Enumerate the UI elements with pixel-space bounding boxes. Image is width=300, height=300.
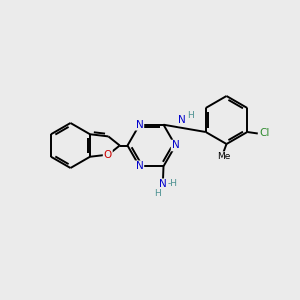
Text: O: O [103,150,112,160]
Text: Cl: Cl [259,128,270,139]
Text: H: H [187,111,194,120]
Text: N: N [136,120,143,130]
Text: Me: Me [217,152,230,161]
Text: N: N [178,115,185,125]
Text: H: H [154,189,161,198]
Text: N: N [159,179,167,189]
Text: N: N [136,161,143,171]
Text: -H: -H [167,178,178,188]
Text: N: N [172,140,179,151]
